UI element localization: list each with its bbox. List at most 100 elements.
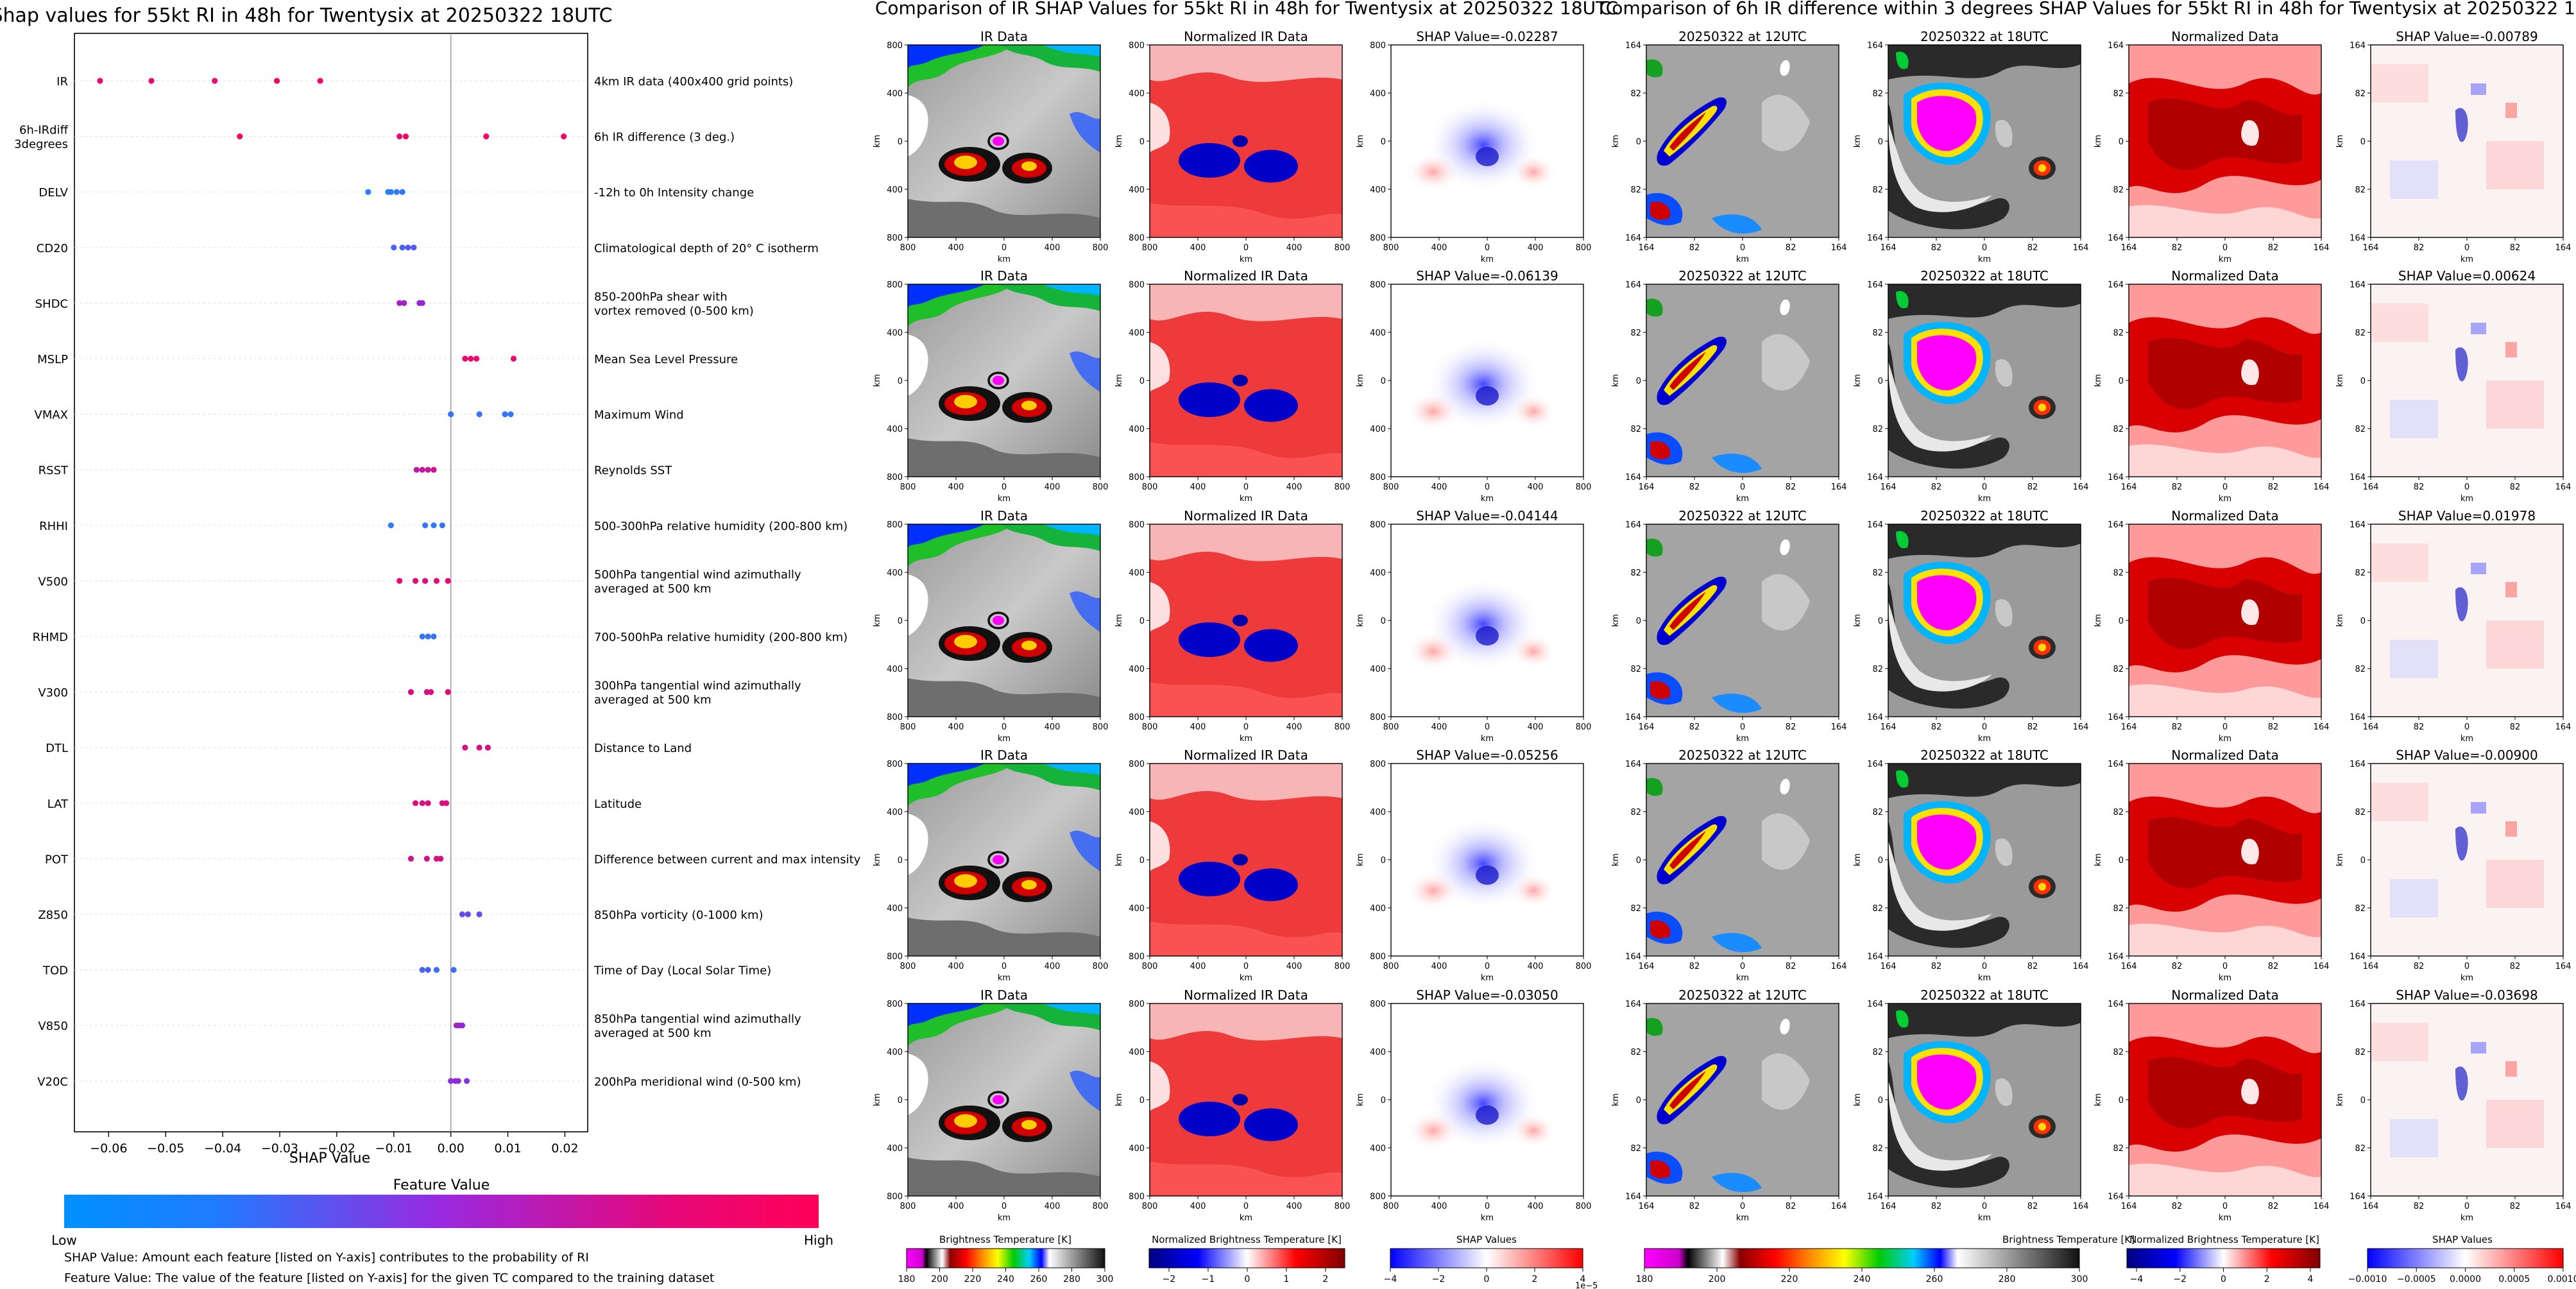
x-tick-label: 800 (1093, 962, 1109, 971)
x-tick-label: 0 (1485, 722, 1490, 732)
feature-label: TOD (42, 964, 68, 978)
shap-point (393, 189, 400, 195)
y-tick-label: 400 (1370, 568, 1386, 578)
y-tick-label: 800 (887, 520, 903, 530)
thumbnail-image (2129, 45, 2321, 237)
x-tick-label: 0 (2464, 243, 2469, 253)
x-tick-label: 164 (2121, 722, 2137, 732)
thumbnail-image (1150, 524, 1342, 717)
x-tick-label: 400 (1528, 1202, 1544, 1211)
shap-point (459, 911, 466, 918)
y-axis-label: km (1356, 853, 1365, 866)
y-tick-label: 400 (887, 185, 903, 195)
shap-point (439, 522, 445, 529)
x-tick-label: 800 (1335, 243, 1351, 253)
y-tick-label: 400 (887, 425, 903, 434)
colorbar-tick-label: −2 (1163, 1274, 1176, 1285)
y-tick-label: 0 (2119, 1096, 2124, 1105)
x-tick-label: 164 (2555, 482, 2572, 492)
ir-shap-colorbar-exponent: 1e−5 (1575, 1281, 1598, 1289)
y-tick-label: 0 (898, 1096, 903, 1105)
y-tick-label: 400 (1370, 89, 1386, 99)
y-tick-label: 400 (1370, 425, 1386, 434)
thumbnail-title: Normalized IR Data (1184, 987, 1308, 1003)
x-tick-label: 0 (1002, 243, 1007, 253)
x-tick-label: 0 (1982, 962, 1987, 971)
y-tick-label: 400 (1370, 808, 1386, 817)
ir-shap-colorbar-ticks: −4 −2 0 2 4 (1384, 1268, 1586, 1285)
x-tick-label: 800 (1142, 962, 1158, 971)
y-axis-label: km (1114, 374, 1124, 387)
y-tick-label: 800 (887, 760, 903, 769)
x-tick-label: 164 (1831, 962, 1847, 971)
thumbnail-image (1150, 284, 1342, 477)
y-tick-label: 164 (1867, 952, 1883, 962)
feature-description: 850-200hPa shear with vortex removed (0-5… (594, 290, 754, 318)
y-tick-label: 0 (1636, 856, 1641, 866)
x-tick-label: 164 (1831, 482, 1847, 492)
footnote-feature: Feature Value: The value of the feature … (64, 1271, 714, 1285)
x-tick-label: 400 (948, 962, 964, 971)
y-tick-label: 400 (1370, 185, 1386, 195)
x-tick-label: 82 (2414, 1202, 2425, 1211)
x-tick-label: 0.01 (494, 1141, 521, 1156)
y-tick-label: 400 (887, 1144, 903, 1154)
y-tick-label: 82 (1630, 1144, 1641, 1154)
y-tick-label: 0 (1878, 1096, 1883, 1105)
y-tick-label: 0 (1636, 1096, 1641, 1105)
x-tick-label: 82 (2172, 482, 2183, 492)
y-tick-label: 800 (1370, 234, 1386, 243)
x-axis-label: km (998, 1213, 1011, 1223)
irdiff-shap-colorbar-ticks: −0.0010 −0.0005 0.0000 0.0005 0.0010 (2348, 1268, 2576, 1285)
x-axis-label: km (1736, 255, 1749, 264)
ir-shap-colorbar-label: SHAP Values (1456, 1234, 1517, 1245)
x-tick-label: −0.01 (375, 1141, 413, 1156)
x-axis-label: km (998, 255, 1011, 264)
y-tick-label: 164 (2350, 952, 2366, 962)
thumbnail-title: 20250322 at 18UTC (1920, 508, 2049, 524)
x-tick-label: 82 (1689, 962, 1700, 971)
x-tick-label: 400 (1431, 722, 1447, 732)
y-tick-label: 164 (1625, 473, 1641, 482)
y-axis-label: km (1611, 614, 1621, 627)
y-tick-label: 0 (1381, 377, 1386, 386)
x-tick-label: 400 (1286, 1202, 1302, 1211)
y-axis-label: km (1853, 614, 1863, 627)
x-tick-label: −0.02 (318, 1141, 355, 1156)
y-tick-label: 800 (1129, 520, 1145, 530)
y-tick-label: 400 (1370, 329, 1386, 338)
x-axis-label: km (1240, 734, 1252, 744)
colorbar-tick-label: −2 (2173, 1274, 2187, 1285)
y-tick-label: 0 (1636, 377, 1641, 386)
x-axis-label: km (2461, 494, 2473, 504)
thumbnail-image (2129, 1003, 2321, 1196)
x-axis-label: km (1481, 494, 1494, 504)
x-tick-label: 164 (2314, 722, 2330, 732)
colorbar-tick-label: 0.0010 (2548, 1274, 2576, 1285)
irdiff-bt-colorbar-label: Brightness Temperature [K] (2002, 1234, 2135, 1245)
x-tick-label: 82 (2027, 482, 2038, 492)
y-tick-label: 400 (1370, 1144, 1386, 1154)
x-tick-label: 800 (1576, 722, 1592, 732)
x-tick-label: 800 (1093, 1202, 1109, 1211)
y-tick-label: 0 (1878, 137, 1883, 147)
x-tick-label: 0 (1243, 722, 1249, 732)
y-tick-label: 0 (2360, 137, 2366, 147)
x-tick-label: 0 (1243, 962, 1249, 971)
x-tick-label: 400 (1045, 482, 1061, 492)
irdiff-norm-colorbar-ticks: −4 −2 0 2 4 (2130, 1268, 2314, 1285)
thumbnail-title: SHAP Value=-0.06139 (1416, 268, 1558, 284)
y-tick-label: 400 (887, 665, 903, 674)
shap-point (317, 78, 323, 84)
x-tick-label: 82 (2027, 1202, 2038, 1211)
x-tick-label: 0 (2222, 1202, 2228, 1211)
y-axis-label: km (1611, 135, 1621, 148)
shap-point (476, 911, 482, 918)
y-axis-label: km (2094, 614, 2103, 627)
